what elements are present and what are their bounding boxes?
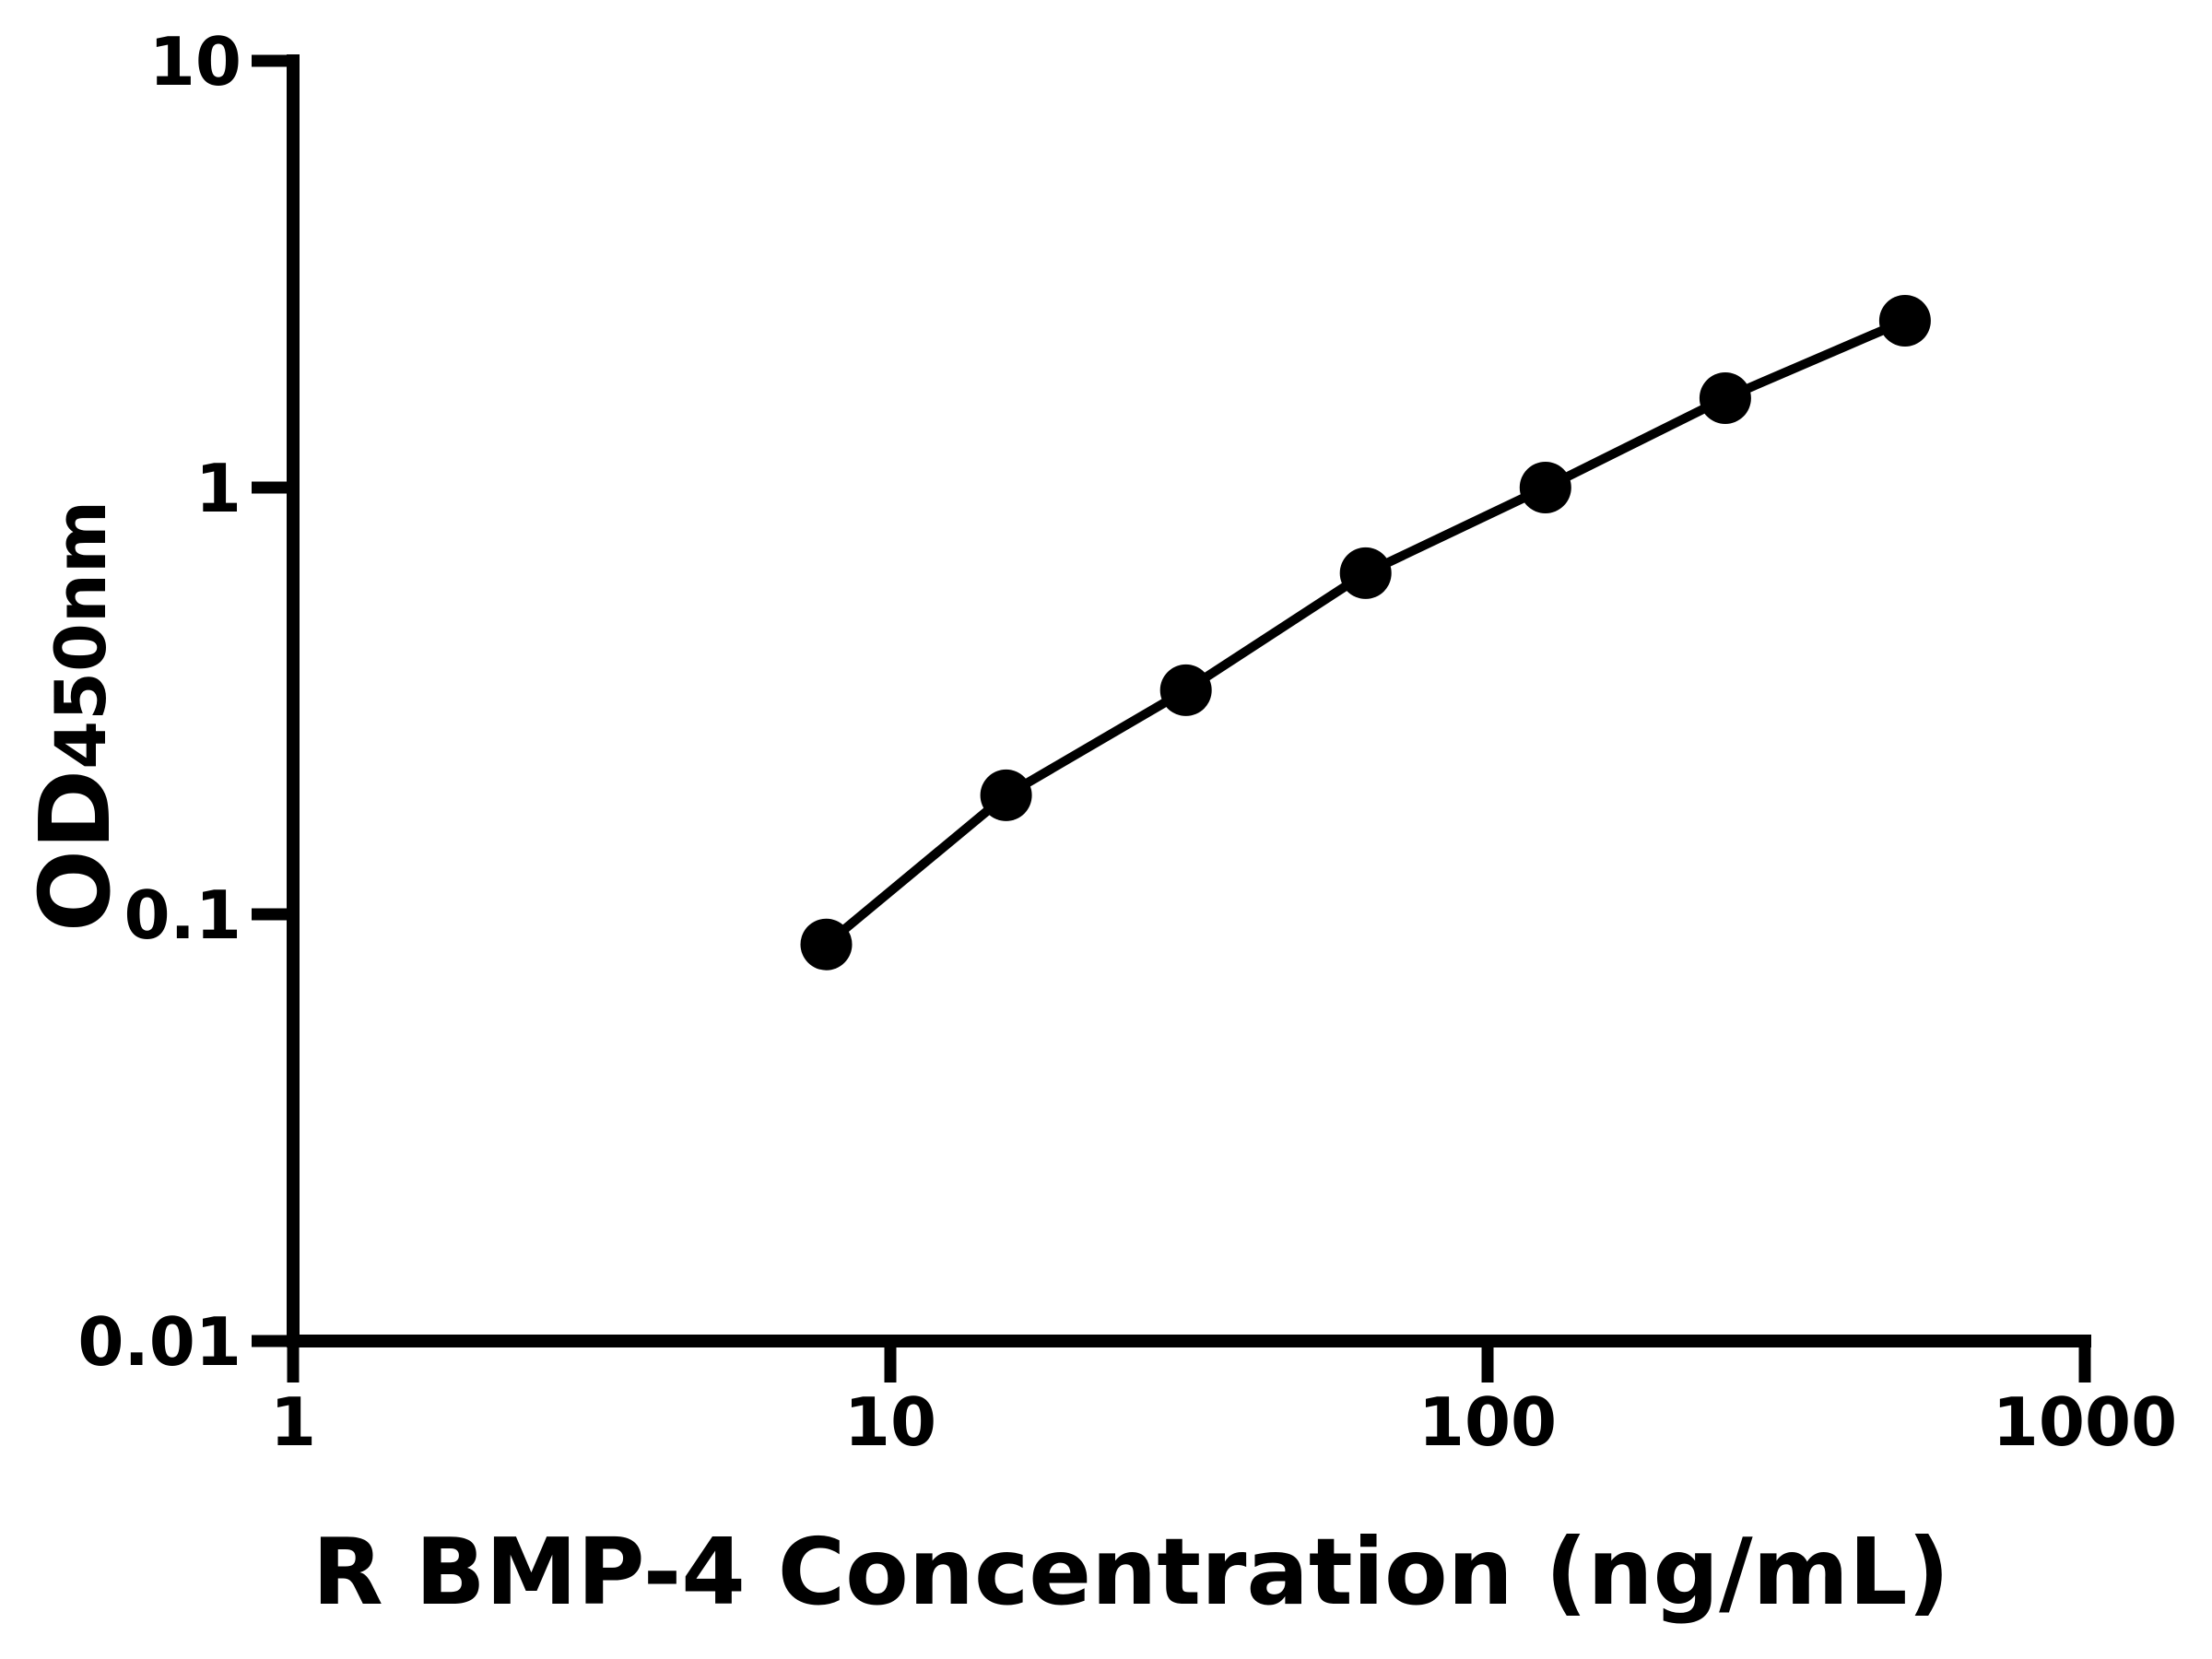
data-point: [1699, 372, 1751, 424]
y-tick-label: 10: [149, 23, 241, 100]
x-tick-label: 1000: [1993, 1383, 2177, 1461]
axis-ticks: [252, 54, 2091, 1382]
y-tick-label: 0.1: [124, 877, 241, 954]
data-point: [800, 918, 853, 971]
axes: [287, 54, 2091, 1347]
x-axis-title: R BMP-4 Concentration (ng/mL): [312, 1518, 1950, 1626]
y-tick-label: 1: [195, 450, 241, 527]
data-point: [1159, 664, 1212, 716]
y-axis-title: OD450nm: [19, 500, 132, 932]
data-series: [800, 295, 1931, 971]
data-point: [980, 769, 1032, 821]
y-axis-title-subscript: 450nm: [40, 500, 122, 770]
data-point: [1519, 462, 1571, 513]
y-axis-title-main: OD: [19, 770, 132, 932]
data-point: [1339, 547, 1392, 599]
x-tick-label: 100: [1418, 1383, 1557, 1461]
tick-labels: 10 1 0.1 0.01 1 10 100 1000: [77, 23, 2177, 1461]
data-point: [1878, 295, 1931, 347]
x-tick-label: 10: [844, 1383, 936, 1461]
x-tick-label: 1: [270, 1383, 316, 1461]
y-tick-label: 0.01: [77, 1303, 241, 1381]
